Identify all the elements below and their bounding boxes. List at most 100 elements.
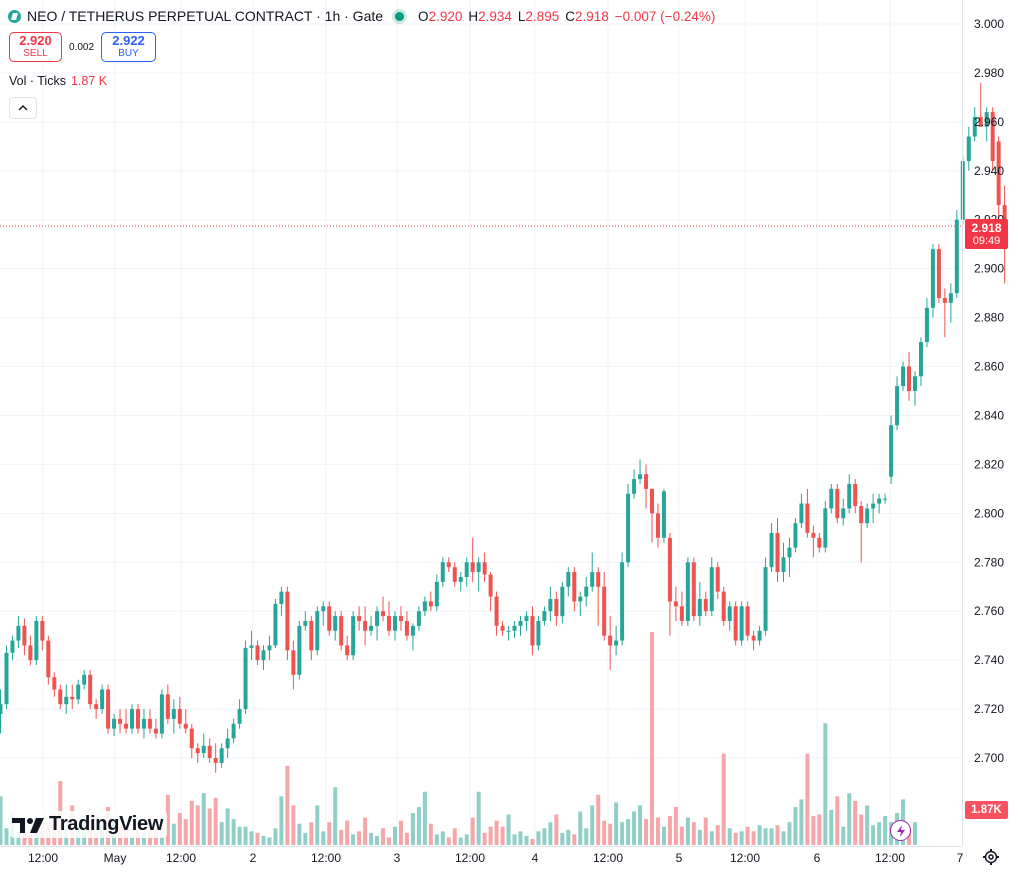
spread-value: 0.002 xyxy=(69,41,95,53)
candle-body xyxy=(165,694,170,719)
high-value: 2.934 xyxy=(478,8,512,24)
candle-body xyxy=(321,606,326,612)
candle-body xyxy=(124,723,129,729)
volume-value: 1.87 K xyxy=(70,74,108,88)
candle-body xyxy=(703,598,708,612)
sell-button[interactable]: 2.920 SELL xyxy=(9,32,62,62)
candle-body xyxy=(542,611,547,621)
time-tick-label: 2 xyxy=(250,851,257,865)
candle-body xyxy=(434,581,439,607)
candle-body xyxy=(76,684,81,700)
candle-body xyxy=(231,723,236,739)
volume-bar xyxy=(799,799,804,845)
volume-legend[interactable]: Vol · Ticks 1.87 K xyxy=(9,74,107,88)
candle-body xyxy=(769,532,774,568)
volume-bar xyxy=(703,817,708,845)
volume-bar xyxy=(871,825,876,845)
candle-body xyxy=(566,572,571,587)
candle-body xyxy=(207,745,212,758)
candle-body xyxy=(351,616,356,656)
candle-body xyxy=(978,116,983,127)
candle-body xyxy=(267,645,272,651)
tradingview-logo[interactable]: TradingView xyxy=(10,811,168,838)
volume-bar xyxy=(494,820,499,845)
volume-bar xyxy=(859,814,864,845)
close-value: 2.918 xyxy=(574,8,609,24)
volume-bar xyxy=(428,823,433,845)
candle-body xyxy=(52,677,57,690)
candle-body xyxy=(375,611,380,626)
volume-label: Vol · Ticks xyxy=(9,74,66,88)
volume-bar xyxy=(877,822,882,845)
price-tick-label: 2.760 xyxy=(974,604,1004,618)
candle-body xyxy=(793,523,798,548)
candle-body xyxy=(775,532,780,573)
volume-bar xyxy=(249,831,254,845)
candle-body xyxy=(823,508,828,548)
close-label: C xyxy=(565,8,575,24)
candle-body xyxy=(10,640,15,653)
candle-body xyxy=(948,293,953,303)
candle-body xyxy=(644,474,649,489)
volume-bar xyxy=(697,829,702,845)
time-tick-label: 12:00 xyxy=(593,851,623,865)
volume-bar xyxy=(129,835,134,845)
volume-bar xyxy=(691,822,696,845)
candle-body xyxy=(303,620,308,626)
time-axis: 12:00 May 12:00 2 12:00 3 12:00 4 12:00 5 12:00 6 12… xyxy=(28,851,964,865)
candle-body xyxy=(602,586,607,636)
candle-body xyxy=(249,645,254,648)
candle-body xyxy=(243,647,248,710)
volume-bar xyxy=(464,834,469,845)
candle-body xyxy=(972,116,977,137)
neo-symbol-icon xyxy=(8,9,21,23)
volume-bar xyxy=(369,832,374,845)
candle-body xyxy=(183,723,188,729)
candle-body xyxy=(889,425,894,477)
volume-bar xyxy=(404,832,409,845)
time-tick-label: 12:00 xyxy=(311,851,341,865)
volume-bar xyxy=(715,825,720,845)
candle-body xyxy=(661,491,666,538)
symbol-title[interactable]: NEO / TETHERUS PERPETUAL CONTRACT · 1h ·… xyxy=(27,8,384,24)
candle-body xyxy=(811,532,816,538)
candle-body xyxy=(626,493,631,563)
candle-body xyxy=(829,488,834,509)
candle-body xyxy=(787,547,792,558)
volume-bar xyxy=(685,817,690,845)
time-tick-label: 12:00 xyxy=(875,851,905,865)
candle-body xyxy=(655,513,660,538)
volume-bar xyxy=(195,805,200,845)
volume-bar xyxy=(530,838,535,845)
volume-bar xyxy=(446,837,451,845)
volume-bar xyxy=(422,791,427,845)
volume-bar xyxy=(775,825,780,845)
candle-body xyxy=(859,505,864,524)
volume-bar xyxy=(303,832,308,845)
volume-bar xyxy=(721,753,726,845)
live-status-icon xyxy=(395,11,405,21)
candle-body xyxy=(614,640,619,646)
volume-bar xyxy=(333,787,338,845)
candle-body xyxy=(883,498,888,500)
candle-body xyxy=(464,562,469,577)
settings-gear-icon[interactable] xyxy=(982,848,1000,866)
volume-bar xyxy=(512,834,517,845)
candle-body xyxy=(428,601,433,607)
volume-bar xyxy=(243,826,248,845)
candle-body xyxy=(58,689,63,705)
candle-body xyxy=(715,567,720,592)
candle-body xyxy=(817,537,822,548)
buy-button[interactable]: 2.922 BUY xyxy=(101,32,157,62)
volume-bar xyxy=(524,835,529,845)
volume-bar xyxy=(434,834,439,845)
volume-bar xyxy=(626,819,631,845)
candle-body xyxy=(638,474,643,480)
price-tick-label: 2.860 xyxy=(974,360,1004,374)
price-tick-label: 2.740 xyxy=(974,653,1004,667)
time-tick-label: 3 xyxy=(394,851,401,865)
collapse-legend-button[interactable] xyxy=(9,97,37,119)
lightning-button[interactable] xyxy=(890,820,911,841)
candle-body xyxy=(667,537,672,602)
